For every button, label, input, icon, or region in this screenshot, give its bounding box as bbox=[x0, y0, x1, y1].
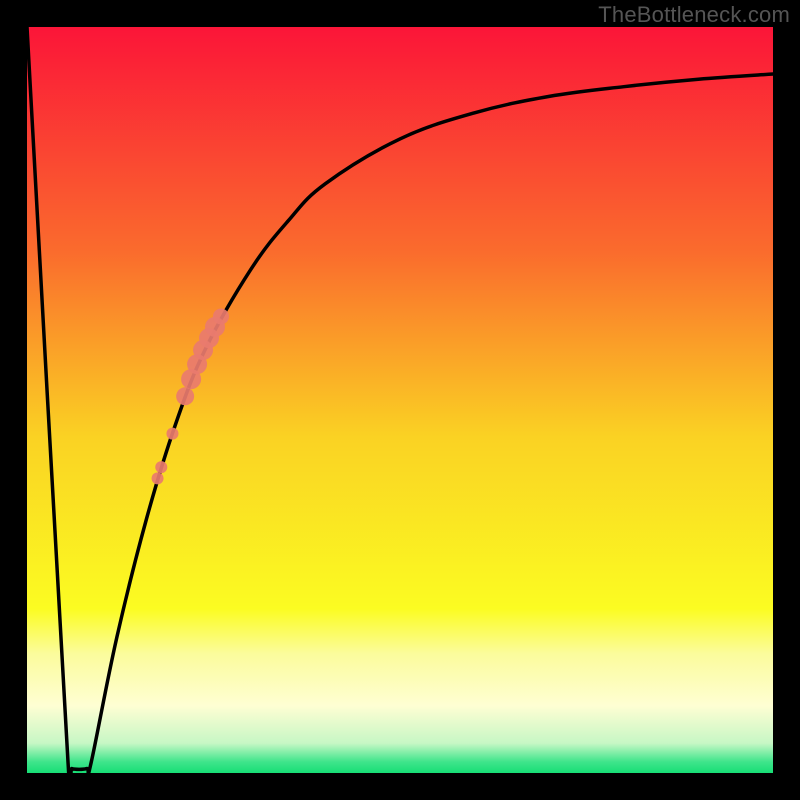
marker-point bbox=[152, 472, 164, 484]
marker-point bbox=[176, 387, 194, 405]
curve-layer bbox=[27, 27, 773, 773]
marker-point bbox=[166, 428, 178, 440]
chart-root: TheBottleneck.com bbox=[0, 0, 800, 800]
marker-point bbox=[213, 308, 229, 324]
bottleneck-curve bbox=[27, 27, 773, 773]
marker-point bbox=[155, 461, 167, 473]
watermark-text: TheBottleneck.com bbox=[598, 2, 790, 28]
plot-area bbox=[27, 27, 773, 773]
